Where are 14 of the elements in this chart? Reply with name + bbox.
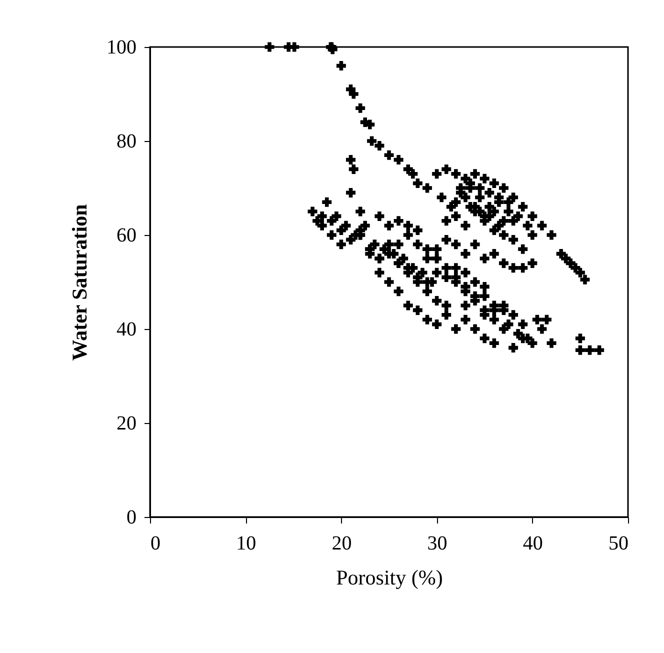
x-tick-label: 0	[150, 532, 160, 554]
y-tick-label: 100	[106, 36, 136, 58]
y-tick-label: 60	[116, 224, 136, 246]
y-tick-label: 80	[116, 130, 136, 152]
x-tick-label: 10	[236, 532, 256, 554]
x-tick-label: 50	[608, 532, 628, 554]
y-tick-label: 20	[116, 412, 136, 434]
y-axis-title: Water Saturation	[68, 204, 92, 361]
x-tick-label: 30	[427, 532, 448, 554]
y-tick-label: 0	[126, 506, 136, 528]
y-tick-label: 40	[116, 318, 136, 340]
x-axis-title: Porosity (%)	[336, 566, 443, 590]
x-tick-label: 20	[332, 532, 352, 554]
x-tick-label: 40	[522, 532, 543, 554]
